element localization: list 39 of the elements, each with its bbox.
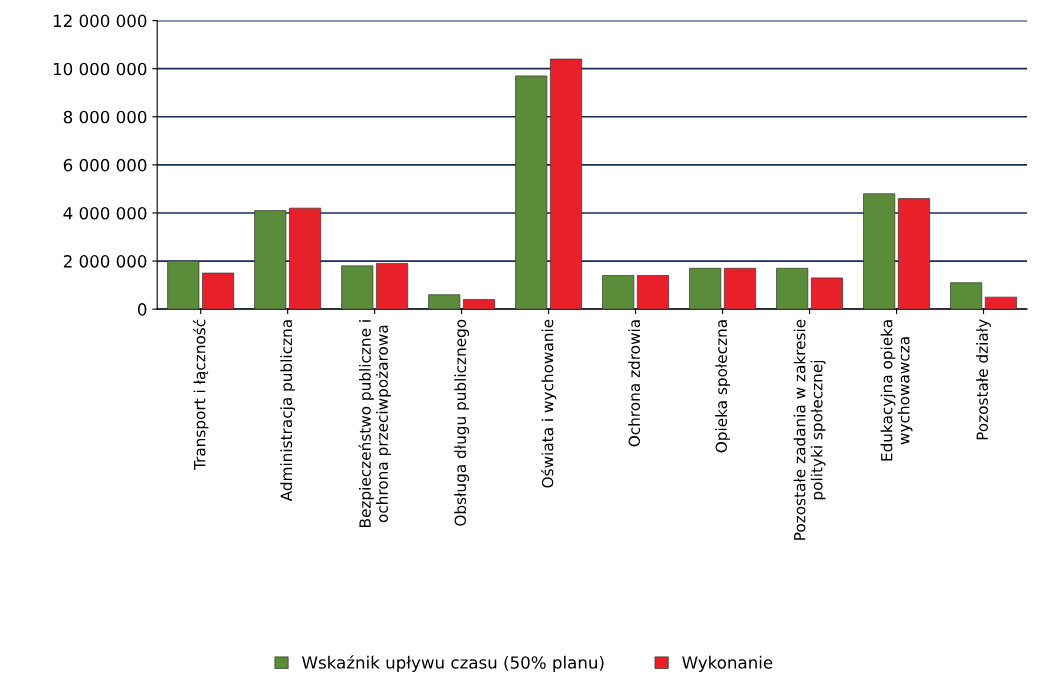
y-tick-label: 8 000 000	[63, 110, 147, 124]
x-tick-label: Pozostałe działy	[976, 319, 991, 440]
x-tick-label: Edukacyjna opieka wychowawcza	[880, 320, 913, 461]
legend-label: Wykonanie	[682, 655, 773, 672]
x-tick-label: Pozostałe zadania w zakresie polityki społecznej	[793, 319, 826, 540]
y-tick-label: 10 000 000	[53, 62, 147, 76]
bar	[602, 275, 635, 310]
x-tick-label: Bezpieczeństwo publiczne i ochrona przeciwpożarowa	[358, 320, 391, 527]
bar	[689, 267, 722, 310]
bar	[776, 267, 809, 310]
bar	[950, 282, 983, 310]
bar	[637, 275, 670, 310]
x-tick-label: Obsługa długu publicznego	[454, 319, 470, 526]
bar	[810, 277, 843, 310]
bar	[341, 265, 374, 310]
y-tick-label: 4 000 000	[63, 206, 147, 220]
y-tick-label: 6 000 000	[63, 158, 147, 172]
bar	[289, 207, 322, 310]
bar	[515, 75, 548, 310]
x-tick-label: Administracja publiczna	[280, 320, 296, 502]
legend-label: Wskaźnik upływu czasu (50% planu)	[302, 655, 604, 672]
bar	[202, 272, 235, 310]
bar	[897, 198, 930, 310]
x-tick-label: Oświata i wychowanie	[540, 319, 557, 488]
bar	[723, 267, 756, 310]
x-tick-label: Opieka społeczna	[715, 320, 730, 453]
bar	[984, 296, 1017, 310]
bar	[550, 58, 583, 310]
y-tick-label: 0	[137, 303, 147, 316]
y-tick-label: 12 000 000	[53, 14, 147, 28]
bar	[863, 193, 896, 310]
bar	[428, 294, 461, 310]
bar	[376, 263, 409, 310]
bar	[167, 260, 200, 310]
bar	[463, 299, 496, 310]
x-tick-label: Ochrona zdrowia	[628, 320, 641, 447]
bar	[254, 210, 287, 310]
x-tick-label: Transport i łączność	[192, 319, 209, 471]
y-tick-label: 2 000 000	[63, 255, 147, 268]
